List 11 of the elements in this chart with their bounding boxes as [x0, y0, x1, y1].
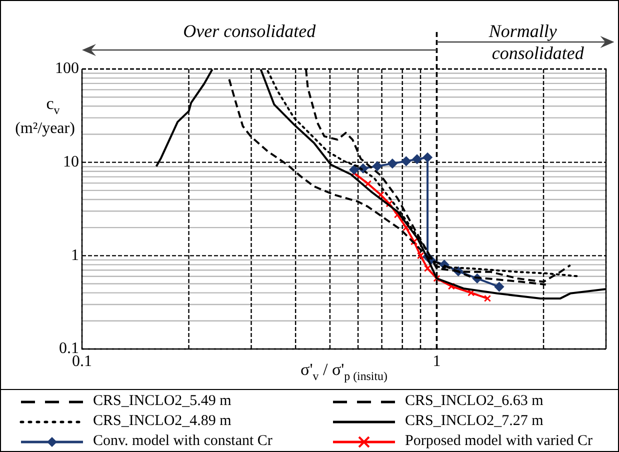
y-tick-label: 100	[55, 60, 79, 78]
legend-label: CRS_INCLO2_4.89 m	[93, 413, 232, 430]
legend-label: CRS_INCLO2_6.63 m	[405, 393, 544, 410]
text: Over consolidated	[183, 21, 317, 41]
y-tick-label: 1	[71, 246, 79, 264]
legend-label: Conv. model with constant Cr	[93, 433, 272, 450]
text: Normally consolidated	[488, 21, 585, 63]
legend-label: Porposed model with varied Cr	[405, 433, 592, 450]
y-tick-label: 10	[63, 154, 79, 171]
legend-label: CRS_INCLO2_5.49 m	[93, 393, 232, 410]
legend-label: CRS_INCLO2_7.27 m	[405, 413, 544, 430]
